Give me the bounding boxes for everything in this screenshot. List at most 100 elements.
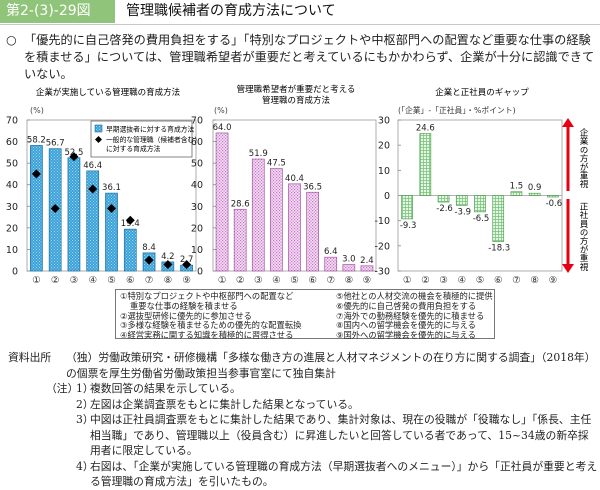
data-label: 6.4: [324, 247, 338, 257]
bar: [67, 157, 81, 272]
note-item: 3） 中図は正社員調査票をもとに集計した結果であり、集計対象は、現在の役職が「役…: [76, 412, 598, 459]
x-tick-label: ①: [32, 275, 41, 286]
items-left-column: ①特別なプロジェクトや中枢部門への配置など 重要な仕事の経験を積ませる ②選抜型…: [120, 291, 330, 341]
item-1: ①特別なプロジェクトや中枢部門への配置など: [120, 291, 294, 301]
x-tick-label: ②: [51, 275, 60, 286]
data-label: -3.9: [454, 207, 471, 217]
bar: [474, 195, 486, 213]
legend-box: [90, 120, 193, 158]
figure-number: 第2-(3)-29図: [0, 0, 115, 23]
y-tick-label: -20: [374, 241, 390, 252]
bullet-icon: ○: [6, 33, 17, 47]
data-label: 64.0: [213, 123, 232, 133]
data-label: 8.4: [142, 243, 156, 253]
y-tick-label: -30: [374, 267, 390, 278]
data-label: 40.4: [285, 174, 304, 184]
data-label: 24.6: [416, 124, 435, 134]
chart-candidate-preferences: 管理職希望者が重要だと考える 管理職の育成方法 (%) 0 10 20 30 40 50 6…: [191, 84, 377, 286]
note-text: 複数回答の結果を示している。: [90, 382, 241, 395]
x-tick-label: ④: [458, 275, 467, 286]
y-tick-label: 0: [197, 267, 203, 278]
items-right-column: ⑤他社との人材交流の機会を積極的に提供 ⑥優先的に自己啓発の費用負担をする ⑦海…: [336, 291, 496, 341]
source-row: 資料出所 （独）労働政策研究・研修機構「多様な働き方の進展と人材マネジメントの在…: [8, 350, 598, 381]
bar: [401, 195, 413, 220]
data-label: 46.4: [83, 161, 102, 171]
bar: [86, 170, 100, 272]
note-text: 右図は、「企業が実施している管理職の育成方法（早期選抜者へのメニュー）」から「正…: [90, 459, 598, 489]
y-tick-label: 40: [191, 180, 203, 191]
figure-header: 第2-(3)-29図 管理職候補者の育成方法について: [0, 0, 600, 25]
y-tick-label: 20: [6, 223, 18, 234]
y-axis-unit: (「企業」-「正社員」・%ポイント): [398, 105, 516, 115]
x-tick-label: ③: [254, 275, 263, 286]
x-tick-label: ⑦: [145, 275, 154, 286]
item-1-cont: 重要な仕事の経験を積ませる: [130, 300, 238, 311]
y-tick-label: 0: [12, 267, 18, 278]
x-tick-label: ⑥: [494, 275, 503, 286]
item-7: ⑦海外での勤務経験を優先的に積ませる: [336, 310, 485, 321]
data-label: 1.5: [510, 182, 524, 192]
x-tick-label: ④: [88, 275, 97, 286]
bar: [455, 195, 468, 206]
bar: [30, 145, 43, 272]
bar: [492, 195, 505, 242]
y-tick-label: 10: [378, 166, 390, 177]
bar: [324, 256, 338, 272]
note-item: 2） 左図は企業調査票をもとに集計した結果となっている。: [76, 397, 598, 413]
x-tick-label: ⑨: [549, 275, 558, 286]
bar: [251, 158, 265, 272]
items-legend: ①特別なプロジェクトや中枢部門への配置など 重要な仕事の経験を積ませる ②選抜型…: [115, 289, 496, 341]
data-label: 2.4: [360, 256, 374, 266]
legend-label-marker: 一般的な管理職（候補者含む）: [106, 135, 201, 144]
y-tick-label: -10: [374, 216, 390, 227]
y-tick-label: 30: [191, 202, 203, 213]
y-axis-unit: (%): [214, 106, 228, 115]
down-arrow-label: 正社員の方が重視: [578, 202, 588, 272]
data-label: 3.0: [342, 255, 356, 265]
bar: [288, 183, 301, 272]
diamond-marker: [69, 152, 79, 162]
bar: [105, 192, 118, 272]
x-tick-label: ⑤: [290, 275, 299, 286]
y-tick-label: 20: [191, 223, 203, 234]
y-tick-label: 70: [6, 116, 18, 127]
data-label: 36.5: [303, 182, 322, 192]
figure-title: 管理職候補者の育成方法について: [126, 3, 336, 19]
y-axis-unit: (%): [30, 106, 44, 115]
up-arrow-icon: [562, 118, 574, 127]
bar: [342, 264, 356, 272]
diamond-marker: [182, 260, 192, 270]
legend-label-bar: 早期選抜者に対する育成方法: [106, 125, 195, 134]
up-arrow-label: 企業の方が重視: [578, 127, 588, 190]
bar: [547, 195, 559, 198]
diamond-marker: [144, 255, 154, 265]
bar: [510, 191, 523, 196]
data-label: 0.9: [528, 183, 542, 193]
x-tick-label: ③: [70, 275, 79, 286]
note-number: 1）: [76, 382, 94, 395]
y-tick-label: 70: [191, 116, 203, 127]
x-tick-label: ⑨: [182, 275, 191, 286]
note-label: （注）: [46, 382, 79, 395]
item-6: ⑥優先的に自己啓発の費用負担をする: [336, 300, 477, 311]
note-item: 1） 複数回答の結果を示している。: [76, 381, 598, 397]
x-tick-label: ②: [236, 275, 245, 286]
note-text: 左図は企業調査票をもとに集計した結果となっている。: [90, 397, 359, 411]
data-label: -18.3: [488, 244, 510, 254]
data-label: 4.2: [161, 252, 175, 262]
data-label: 47.5: [267, 159, 286, 169]
data-label: -9.3: [400, 221, 417, 231]
x-tick-label: ⑥: [308, 275, 317, 286]
x-tick-label: ⑥: [126, 275, 135, 286]
notes-row: （注） 1） 複数回答の結果を示している。 2） 左図は企業調査票をもとに集計し…: [8, 381, 598, 490]
item-2: ②選抜型研修に優先的に参加させる: [120, 310, 252, 321]
bar: [123, 228, 137, 272]
source-text: （独）労働政策研究・研修機構「多様な働き方の進展と人材マネジメントの在り方に関す…: [66, 351, 596, 380]
bar: [437, 195, 450, 203]
chart-company-methods: 企業が実施している管理職の育成方法 (%) 0 10 20 30 40 50 60 70 ① ② ③…: [6, 87, 201, 286]
diamond-marker: [163, 260, 173, 270]
y-tick-label: 10: [191, 245, 203, 256]
y-tick-label: 30: [6, 202, 18, 213]
summary-text: 「優先的に自己啓発の費用負担をする」「特別なプロジェクトや中枢部門への配置など重…: [24, 33, 595, 81]
